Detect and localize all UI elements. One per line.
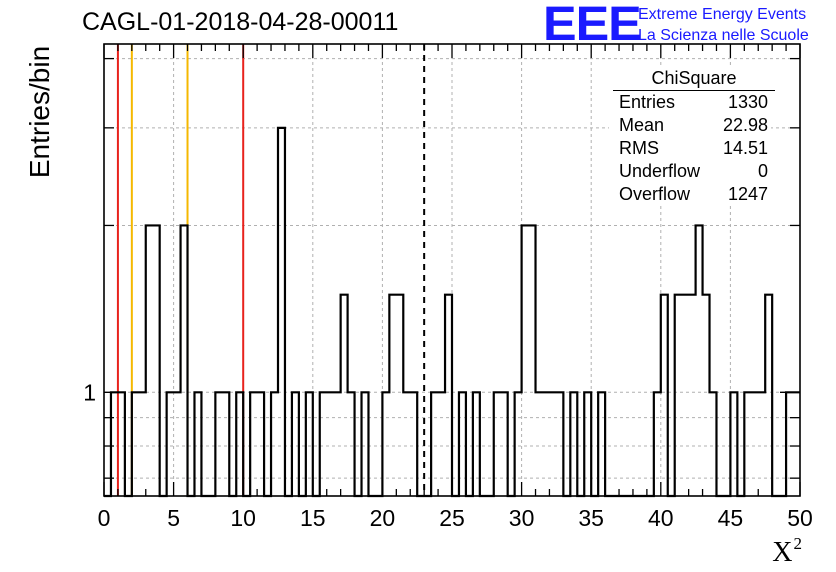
stats-value: 14.51 — [722, 138, 768, 158]
x-tick-label: 10 — [230, 505, 256, 531]
y-axis-label: Entries/bin — [24, 45, 55, 179]
x-tick-label: 15 — [300, 505, 326, 531]
eee-logo-subtitle: Extreme Energy Events La Scienza nelle S… — [638, 4, 809, 46]
stats-value: 1247 — [727, 184, 768, 204]
x-tick-label: 50 — [787, 505, 813, 531]
x-tick-label: 30 — [509, 505, 535, 531]
x-axis-label-text: X — [772, 537, 793, 568]
stats-box: ChiSquare Entries 1330 Mean 22.98 RMS 14.51 Un… — [609, 66, 775, 206]
x-tick-label: 45 — [718, 505, 744, 531]
chart-title: CAGL-01-2018-04-28-00011 — [82, 8, 399, 36]
histogram-step-line — [104, 126, 800, 498]
eee-logo: EEE — [543, 0, 642, 51]
stats-title: ChiSquare — [613, 66, 775, 91]
tick-labels: 0 5 10 15 20 25 30 35 40 45 50 1 — [83, 379, 813, 531]
x-tick-label: 25 — [439, 505, 465, 531]
axis-ticks — [103, 44, 801, 496]
stats-value: 0 — [757, 161, 768, 181]
x-axis-label: X2 — [772, 534, 802, 569]
stats-label: RMS — [619, 138, 659, 158]
stats-row: Overflow 1247 — [609, 183, 771, 206]
stats-value: 1330 — [727, 92, 768, 112]
x-tick-label: 20 — [370, 505, 396, 531]
stats-label: Entries — [619, 92, 676, 112]
stats-row: RMS 14.51 — [609, 137, 771, 160]
y-tick-label: 1 — [83, 379, 96, 405]
stats-label: Underflow — [619, 161, 701, 181]
stats-label: Overflow — [619, 184, 691, 204]
x-tick-label: 0 — [98, 505, 111, 531]
logo-line-1: Extreme Energy Events — [638, 6, 807, 23]
stats-label: Mean — [619, 115, 665, 135]
logo-line-2: La Scienza nelle Scuole — [638, 27, 809, 44]
stats-value: 22.98 — [722, 115, 768, 135]
stats-row: Underflow 0 — [609, 160, 771, 183]
x-axis-label-superscript: 2 — [793, 534, 803, 553]
x-tick-label: 35 — [578, 505, 604, 531]
x-tick-label: 40 — [648, 505, 674, 531]
stats-row: Entries 1330 — [609, 91, 771, 114]
x-tick-label: 5 — [167, 505, 180, 531]
stats-row: Mean 22.98 — [609, 114, 771, 137]
stats-rows: Entries 1330 Mean 22.98 RMS 14.51 Underflow 0 Ov… — [609, 91, 771, 206]
